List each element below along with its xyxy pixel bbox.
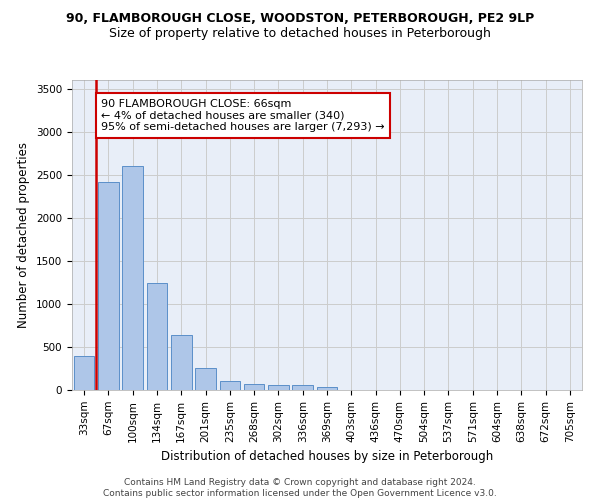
Bar: [98, 182, 119, 390]
Text: 90 FLAMBOROUGH CLOSE: 66sqm
← 4% of detached houses are smaller (340)
95% of sem: 90 FLAMBOROUGH CLOSE: 66sqm ← 4% of deta…: [101, 99, 385, 132]
Bar: [171, 335, 191, 390]
Bar: [122, 166, 143, 390]
X-axis label: Distribution of detached houses by size in Peterborough: Distribution of detached houses by size …: [161, 450, 493, 463]
Text: Size of property relative to detached houses in Peterborough: Size of property relative to detached ho…: [109, 28, 491, 40]
Bar: [268, 385, 289, 390]
Bar: [244, 384, 265, 390]
Bar: [74, 356, 94, 390]
Bar: [195, 368, 216, 390]
Bar: [292, 386, 313, 390]
Bar: [317, 387, 337, 390]
Y-axis label: Number of detached properties: Number of detached properties: [17, 142, 31, 328]
Text: Contains HM Land Registry data © Crown copyright and database right 2024.
Contai: Contains HM Land Registry data © Crown c…: [103, 478, 497, 498]
Bar: [146, 283, 167, 390]
Text: 90, FLAMBOROUGH CLOSE, WOODSTON, PETERBOROUGH, PE2 9LP: 90, FLAMBOROUGH CLOSE, WOODSTON, PETERBO…: [66, 12, 534, 26]
Bar: [220, 382, 240, 390]
